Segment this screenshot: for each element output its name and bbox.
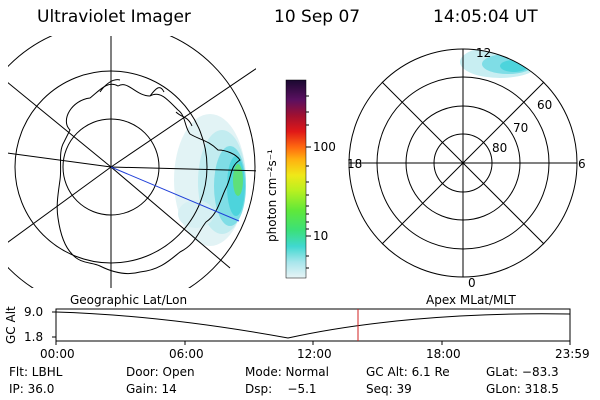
date-label: 10 Sep 07 <box>274 7 361 27</box>
aurora-emission-right <box>460 49 540 78</box>
info-glon: GLon: 318.5 <box>486 382 559 396</box>
colorbar-ticks <box>306 95 311 269</box>
colorbar <box>285 79 307 279</box>
alt-xtick-1200: 12:00 <box>297 347 332 361</box>
info-flt: Flt: LBHL <box>9 365 63 379</box>
mlt-label-18: 18 <box>347 157 363 171</box>
altitude-plot <box>52 308 571 345</box>
lat-label-60: 60 <box>537 98 553 112</box>
info-ip: IP: 36.0 <box>9 382 55 396</box>
alt-xtick-0600: 06:00 <box>169 347 204 361</box>
lat-label-80: 80 <box>492 141 508 155</box>
time-label: 14:05:04 UT <box>433 7 538 27</box>
noon-meridian-line <box>110 166 240 222</box>
mlt-label-12: 12 <box>476 46 492 60</box>
info-mode: Mode: Normal <box>245 365 329 379</box>
info-glat: GLat: −83.3 <box>486 365 559 379</box>
alt-ytick-1-8: 1.8 <box>24 330 44 344</box>
alt-xtick-0000: 00:00 <box>40 347 75 361</box>
info-dsp: Dsp: −5.1 <box>245 382 317 396</box>
info-seq: Seq: 39 <box>366 382 412 396</box>
info-gc-alt: GC Alt: 6.1 Re <box>366 365 450 379</box>
altitude-curve <box>55 311 571 339</box>
alt-xtick-2359: 23:59 <box>555 347 590 361</box>
app-title: Ultraviolet Imager <box>37 7 191 27</box>
geographic-label: Geographic Lat/Lon <box>70 293 188 307</box>
colorbar-tick-10: 10 <box>313 229 329 243</box>
mlt-label-6: 6 <box>578 157 586 171</box>
info-door: Door: Open <box>126 365 195 379</box>
alt-xtick-1800: 18:00 <box>426 347 461 361</box>
polar-plot <box>348 48 578 278</box>
colorbar-unit-label: photon cm⁻²s⁻¹ <box>265 149 279 242</box>
alt-ytick-9: 9.0 <box>24 305 44 319</box>
alt-ylabel: GC Alt <box>4 306 18 344</box>
apex-label: Apex MLat/MLT <box>426 293 516 307</box>
mlt-label-0: 0 <box>468 276 476 290</box>
geographic-map <box>8 36 256 288</box>
aurora-emission-left <box>174 114 246 246</box>
lat-label-70: 70 <box>513 121 529 135</box>
info-gain: Gain: 14 <box>126 382 177 396</box>
colorbar-tick-100: 100 <box>313 140 336 154</box>
